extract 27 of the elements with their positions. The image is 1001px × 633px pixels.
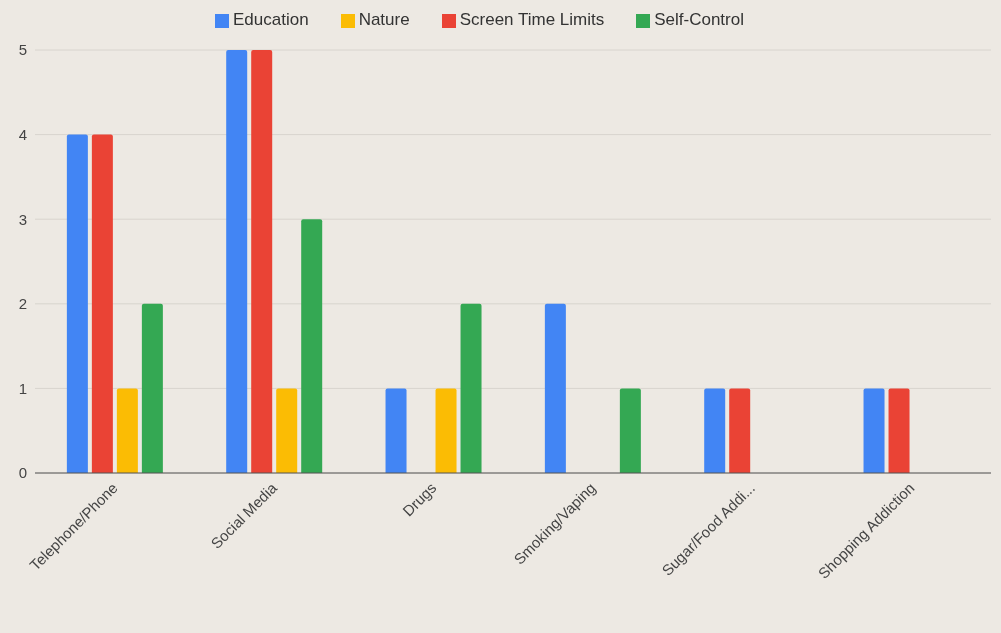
bar (460, 303, 482, 473)
bar (276, 388, 298, 473)
legend-label: Nature (358, 10, 410, 29)
y-tick-label: 4 (18, 125, 27, 143)
bar (704, 388, 726, 473)
bar (141, 303, 163, 473)
bar (863, 388, 885, 473)
bar (91, 134, 113, 473)
bar (729, 388, 751, 473)
bar (226, 50, 248, 473)
y-tick-label: 0 (18, 464, 27, 482)
bar (544, 303, 566, 473)
legend-label: Self-Control (654, 10, 744, 29)
bar (251, 50, 273, 473)
bar (619, 388, 641, 473)
bar (301, 219, 323, 473)
bar (435, 388, 457, 473)
bar (385, 388, 407, 473)
bar (66, 134, 88, 473)
y-tick-label: 2 (18, 295, 27, 313)
bar (888, 388, 910, 473)
y-tick-label: 5 (18, 41, 27, 59)
bar (116, 388, 138, 473)
legend-label: Screen Time Limits (459, 10, 605, 29)
y-tick-label: 3 (18, 210, 27, 228)
y-tick-label: 1 (18, 379, 27, 397)
legend-label: Education (233, 10, 309, 29)
